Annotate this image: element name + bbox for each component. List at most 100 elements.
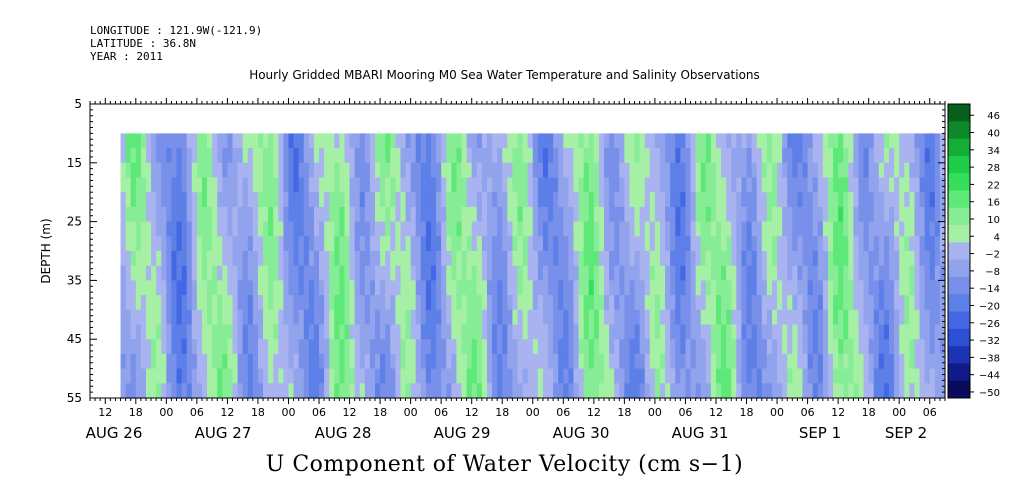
- heatmap-cell: [420, 192, 427, 208]
- heatmap-cell: [548, 192, 554, 208]
- heatmap-cell: [883, 383, 890, 399]
- heatmap-cell: [329, 295, 335, 311]
- heatmap-cell: [751, 177, 758, 193]
- heatmap-cell: [746, 148, 753, 164]
- heatmap-cell: [390, 251, 396, 267]
- heatmap-cell: [548, 383, 554, 399]
- heatmap-cell: [782, 177, 788, 193]
- heatmap-cell: [313, 192, 320, 208]
- heatmap-cell: [466, 383, 473, 399]
- heatmap-cell: [181, 221, 188, 237]
- heatmap-cell: [573, 339, 580, 355]
- heatmap-cell: [283, 206, 290, 223]
- heatmap-cell: [339, 221, 346, 237]
- heatmap-cell: [690, 368, 697, 384]
- heatmap-cell: [583, 265, 590, 281]
- heatmap-cell: [252, 148, 259, 164]
- heatmap-cell: [619, 162, 625, 179]
- heatmap-cell: [604, 368, 610, 384]
- heatmap-cell: [410, 251, 417, 267]
- heatmap-cell: [502, 177, 508, 193]
- heatmap-cell: [207, 265, 213, 281]
- heatmap-cell: [196, 353, 203, 370]
- heatmap-cell: [899, 280, 905, 296]
- heatmap-cell: [446, 236, 452, 252]
- heatmap-cell: [690, 162, 697, 179]
- heatmap-cell: [120, 265, 127, 281]
- heatmap-cell: [833, 192, 839, 208]
- heatmap-cell: [863, 368, 870, 384]
- heatmap-cell: [771, 251, 778, 267]
- heatmap-cell: [644, 221, 651, 237]
- heatmap-cell: [293, 221, 300, 237]
- heatmap-cell: [268, 309, 274, 326]
- heatmap-cell: [405, 353, 412, 370]
- heatmap-cell: [873, 309, 880, 326]
- heatmap-cell: [390, 339, 396, 355]
- heatmap-cell: [777, 368, 783, 384]
- heatmap-cell: [537, 206, 544, 223]
- heatmap-cell: [145, 221, 152, 237]
- heatmap-cell: [125, 353, 132, 370]
- heatmap-cell: [680, 251, 687, 267]
- heatmap-cell: [705, 206, 712, 223]
- heatmap-cell: [771, 206, 778, 223]
- heatmap-cell: [721, 339, 727, 355]
- heatmap-cell: [349, 221, 356, 237]
- heatmap-cell: [853, 295, 860, 311]
- heatmap-cell: [573, 324, 580, 340]
- heatmap-cell: [451, 221, 458, 237]
- heatmap-cell: [914, 383, 921, 399]
- heatmap-cell: [878, 148, 885, 164]
- heatmap-cell: [212, 309, 218, 326]
- heatmap-cell: [782, 280, 788, 296]
- heatmap-cell: [425, 383, 432, 399]
- heatmap-cell: [670, 368, 676, 384]
- heatmap-cell: [161, 162, 167, 179]
- heatmap-cell: [166, 265, 173, 281]
- heatmap-cell: [242, 251, 249, 267]
- heatmap-cell: [736, 236, 743, 252]
- heatmap-cell: [512, 236, 519, 252]
- heatmap-cell: [161, 148, 167, 164]
- heatmap-cell: [542, 251, 549, 267]
- heatmap-cell: [873, 148, 880, 164]
- y-tick-label: 5: [74, 97, 82, 111]
- heatmap-cell: [293, 162, 300, 179]
- heatmap-cell: [766, 368, 773, 384]
- heatmap-cell: [665, 192, 671, 208]
- heatmap-cell: [690, 353, 697, 370]
- heatmap-cell: [904, 309, 910, 326]
- heatmap-cell: [400, 383, 407, 399]
- x-day-label: AUG 29: [434, 424, 491, 442]
- heatmap-cell: [609, 280, 615, 296]
- latitude-label: LATITUDE : 36.8N: [90, 37, 196, 50]
- heatmap-cell: [726, 309, 732, 326]
- heatmap-cell: [568, 162, 575, 179]
- heatmap-cell: [726, 324, 732, 340]
- heatmap-cell: [130, 206, 137, 223]
- heatmap-cell: [914, 309, 921, 326]
- heatmap-cell: [252, 162, 259, 179]
- heatmap-cell: [349, 251, 356, 267]
- heatmap-cell: [665, 162, 671, 179]
- heatmap-cell: [731, 324, 737, 340]
- heatmap-cell: [868, 206, 875, 223]
- heatmap-cell: [308, 206, 315, 223]
- heatmap-cell: [176, 221, 183, 237]
- heatmap-cell: [665, 236, 671, 252]
- heatmap-cell: [848, 368, 854, 384]
- heatmap-cell: [527, 309, 534, 326]
- heatmap-cell: [471, 192, 478, 208]
- heatmap-cell: [527, 133, 534, 149]
- heatmap-cell: [140, 280, 147, 296]
- heatmap-cell: [731, 280, 737, 296]
- heatmap-cell: [252, 368, 259, 384]
- heatmap-cell: [578, 177, 585, 193]
- heatmap-cell: [156, 309, 162, 326]
- heatmap-cell: [934, 133, 941, 149]
- heatmap-cell: [573, 251, 580, 267]
- heatmap-cell: [217, 339, 223, 355]
- heatmap-cell: [746, 162, 753, 179]
- heatmap-cell: [649, 309, 656, 326]
